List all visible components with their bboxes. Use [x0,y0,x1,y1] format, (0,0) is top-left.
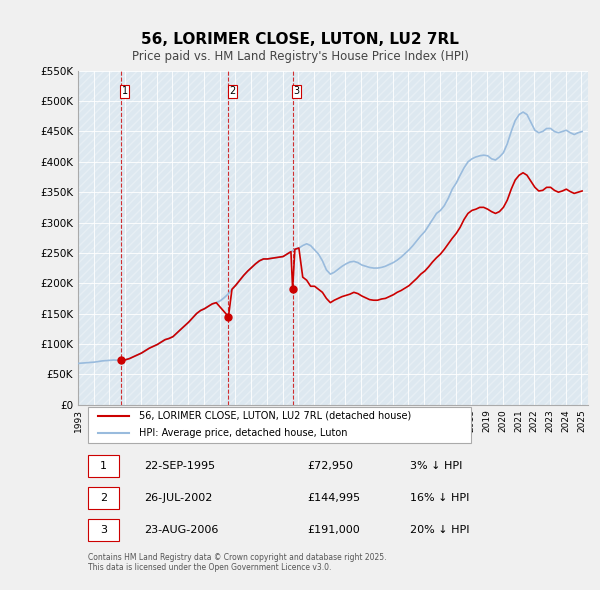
Text: £191,000: £191,000 [308,525,360,535]
Text: £72,950: £72,950 [308,461,353,471]
Text: £144,995: £144,995 [308,493,361,503]
Text: 16% ↓ HPI: 16% ↓ HPI [409,493,469,503]
FancyBboxPatch shape [88,407,471,442]
Text: 2: 2 [229,86,235,96]
Text: 20% ↓ HPI: 20% ↓ HPI [409,525,469,535]
Text: Price paid vs. HM Land Registry's House Price Index (HPI): Price paid vs. HM Land Registry's House … [131,50,469,63]
Text: 26-JUL-2002: 26-JUL-2002 [145,493,212,503]
Text: 56, LORIMER CLOSE, LUTON, LU2 7RL: 56, LORIMER CLOSE, LUTON, LU2 7RL [141,32,459,47]
Text: HPI: Average price, detached house, Luton: HPI: Average price, detached house, Luto… [139,428,348,438]
Text: Contains HM Land Registry data © Crown copyright and database right 2025.
This d: Contains HM Land Registry data © Crown c… [88,553,387,572]
Text: 1: 1 [121,86,128,96]
FancyBboxPatch shape [88,455,119,477]
Text: 23-AUG-2006: 23-AUG-2006 [145,525,218,535]
Text: 3% ↓ HPI: 3% ↓ HPI [409,461,462,471]
Text: 2: 2 [100,493,107,503]
Text: 22-SEP-1995: 22-SEP-1995 [145,461,215,471]
Text: 1: 1 [100,461,107,471]
Text: 56, LORIMER CLOSE, LUTON, LU2 7RL (detached house): 56, LORIMER CLOSE, LUTON, LU2 7RL (detac… [139,411,412,421]
Text: 3: 3 [293,86,299,96]
FancyBboxPatch shape [88,519,119,541]
FancyBboxPatch shape [88,487,119,509]
Text: 3: 3 [100,525,107,535]
